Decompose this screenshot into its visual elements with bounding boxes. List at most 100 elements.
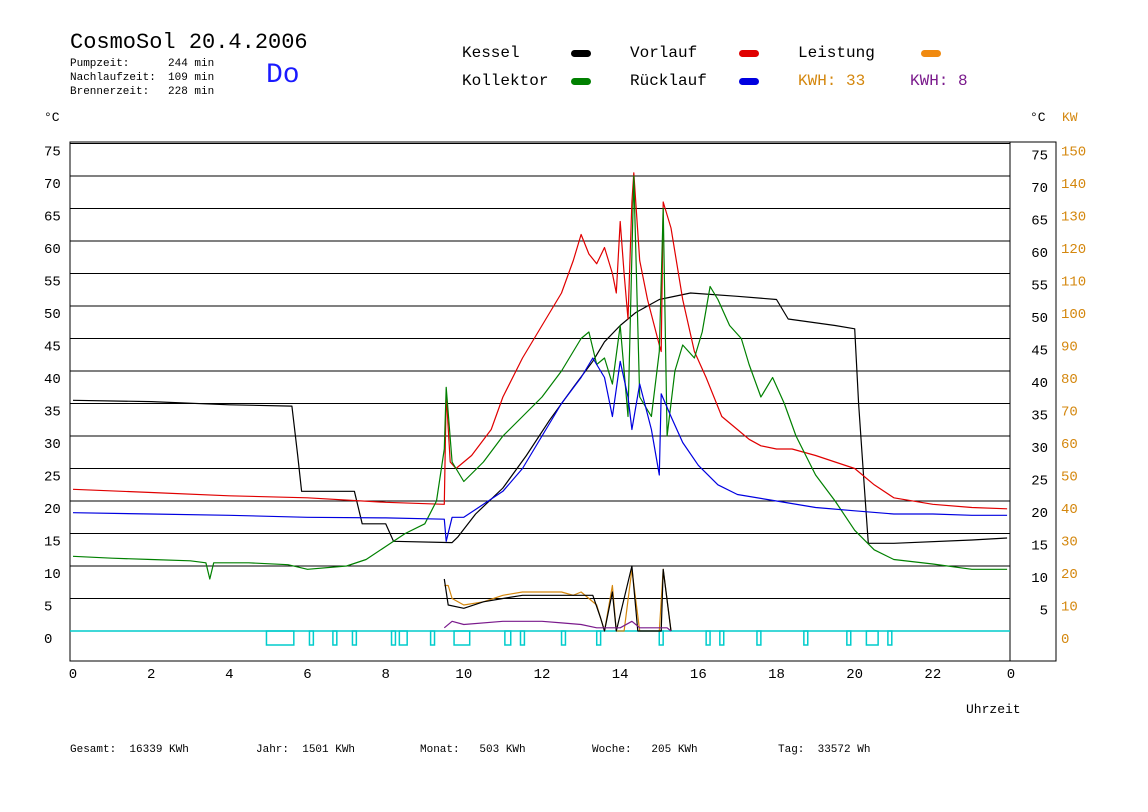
pump-interval: [519, 630, 526, 646]
footer-label: Jahr:: [256, 744, 290, 756]
pump-interval: [429, 630, 436, 646]
pump-interval: [351, 630, 358, 646]
x-tick-label: 8: [381, 667, 389, 683]
y-kw-tick-label: 50: [1061, 470, 1078, 486]
footer-gesamt: Gesamt: 16339 KWh: [70, 744, 189, 756]
y-left-tick-label: 50: [44, 307, 61, 323]
footer-jahr: Jahr: 1501 KWh: [256, 744, 355, 756]
y-right-tick-label: 45: [1031, 344, 1048, 360]
legend-label-kessel: Kessel: [462, 44, 520, 62]
x-tick-label: 14: [612, 667, 629, 683]
y-right-tick-label: 5: [1040, 604, 1048, 620]
legend-label-leistung: Leistung: [798, 44, 875, 62]
legend-swatch-ruecklauf: [739, 78, 759, 85]
stat-brennerzeit: Brennerzeit: 228 min: [70, 86, 214, 98]
pump-interval: [560, 630, 567, 646]
pump-interval: [719, 630, 725, 646]
x-axis-label: Uhrzeit: [966, 702, 1021, 717]
legend-swatch-kessel: [571, 50, 591, 57]
footer-value: 16339 KWh: [129, 744, 189, 756]
y-left-tick-label: 35: [44, 405, 61, 421]
y-kw-tick-label: 90: [1061, 340, 1078, 356]
right-axis-unit-celsius: °C: [1030, 110, 1046, 125]
y-left-tick-label: 45: [44, 340, 61, 356]
x-tick-label: 0: [69, 667, 77, 683]
y-right-tick-label: 20: [1031, 506, 1048, 522]
y-kw-tick-label: 130: [1061, 210, 1086, 226]
stat-label: Nachlaufzeit:: [70, 72, 156, 84]
pump-interval: [803, 630, 809, 646]
y-left-tick-label: 55: [44, 275, 61, 291]
legend-label-vorlauf: Vorlauf: [630, 44, 698, 62]
y-right-tick-label: 35: [1031, 409, 1048, 425]
x-tick-label: 18: [768, 667, 785, 683]
kwh-total-solar: KWH: 33: [798, 72, 865, 90]
y-left-tick-label: 65: [44, 210, 61, 226]
pump-interval: [390, 630, 397, 646]
y-kw-tick-label: 140: [1061, 177, 1086, 193]
x-tick-label: 22: [924, 667, 941, 683]
kwh-label: KWH:: [910, 72, 949, 90]
stat-label: Brennerzeit:: [70, 86, 150, 98]
series-line: [444, 568, 672, 632]
y-right-tick-label: 40: [1031, 376, 1048, 392]
kwh-value: 33: [846, 72, 866, 90]
pump-interval: [398, 630, 408, 646]
pump-interval: [846, 630, 852, 646]
x-tick-label: 12: [534, 667, 551, 683]
footer-label: Woche:: [592, 744, 632, 756]
pump-interval: [865, 630, 879, 646]
kwh-total-collector: KWH: 8: [910, 72, 968, 90]
y-right-tick-label: 70: [1031, 181, 1048, 197]
left-axis-unit: °C: [44, 110, 60, 125]
y-right-tick-label: 10: [1031, 571, 1048, 587]
stat-pumpzeit: Pumpzeit: 244 min: [70, 58, 214, 70]
y-kw-tick-label: 80: [1061, 372, 1078, 388]
y-right-tick-label: 15: [1031, 539, 1048, 555]
y-kw-tick-label: 120: [1061, 242, 1086, 258]
pump-interval: [265, 630, 295, 646]
y-left-tick-label: 60: [44, 242, 61, 258]
y-kw-tick-label: 20: [1061, 567, 1078, 583]
series-line: [72, 172, 1008, 510]
footer-label: Monat:: [420, 744, 460, 756]
series-line: [443, 620, 672, 632]
stat-value: 109 min: [168, 72, 215, 84]
footer-woche: Woche: 205 KWh: [592, 744, 698, 756]
legend-swatch-kollektor: [571, 78, 591, 85]
y-right-tick-label: 25: [1031, 474, 1048, 490]
chart-title: CosmoSol 20.4.2006: [70, 30, 308, 55]
footer-value: 503 KWh: [479, 744, 526, 756]
series-line: [443, 565, 672, 632]
stat-label: Pumpzeit:: [70, 58, 130, 70]
pump-interval: [308, 630, 315, 646]
y-kw-tick-label: 0: [1061, 632, 1069, 648]
y-left-tick-label: 10: [44, 567, 61, 583]
y-left-tick-label: 30: [44, 437, 61, 453]
footer-label: Gesamt:: [70, 744, 117, 756]
series-line: [72, 175, 1008, 580]
x-tick-label: 16: [690, 667, 707, 683]
kwh-label: KWH:: [798, 72, 837, 90]
right-axis-unit-kw: KW: [1062, 110, 1078, 125]
y-right-tick-label: 50: [1031, 311, 1048, 327]
y-left-tick-label: 25: [44, 470, 61, 486]
pump-interval: [658, 630, 664, 646]
y-right-tick-label: 55: [1031, 279, 1048, 295]
y-kw-tick-label: 60: [1061, 437, 1078, 453]
legend-swatch-vorlauf: [739, 50, 759, 57]
y-left-tick-label: 0: [44, 632, 52, 648]
x-tick-label: 0: [1007, 667, 1015, 683]
y-kw-tick-label: 40: [1061, 502, 1078, 518]
y-left-tick-label: 75: [44, 145, 61, 161]
footer-tag: Tag: 33572 Wh: [778, 744, 870, 756]
pump-interval: [705, 630, 711, 646]
y-kw-tick-label: 100: [1061, 307, 1086, 323]
stat-value: 244 min: [168, 58, 215, 70]
x-tick-label: 20: [846, 667, 863, 683]
footer-monat: Monat: 503 KWh: [420, 744, 526, 756]
y-right-tick-label: 65: [1031, 214, 1048, 230]
pump-interval: [332, 630, 338, 646]
plot-frame: [69, 141, 1057, 662]
y-left-tick-label: 70: [44, 177, 61, 193]
